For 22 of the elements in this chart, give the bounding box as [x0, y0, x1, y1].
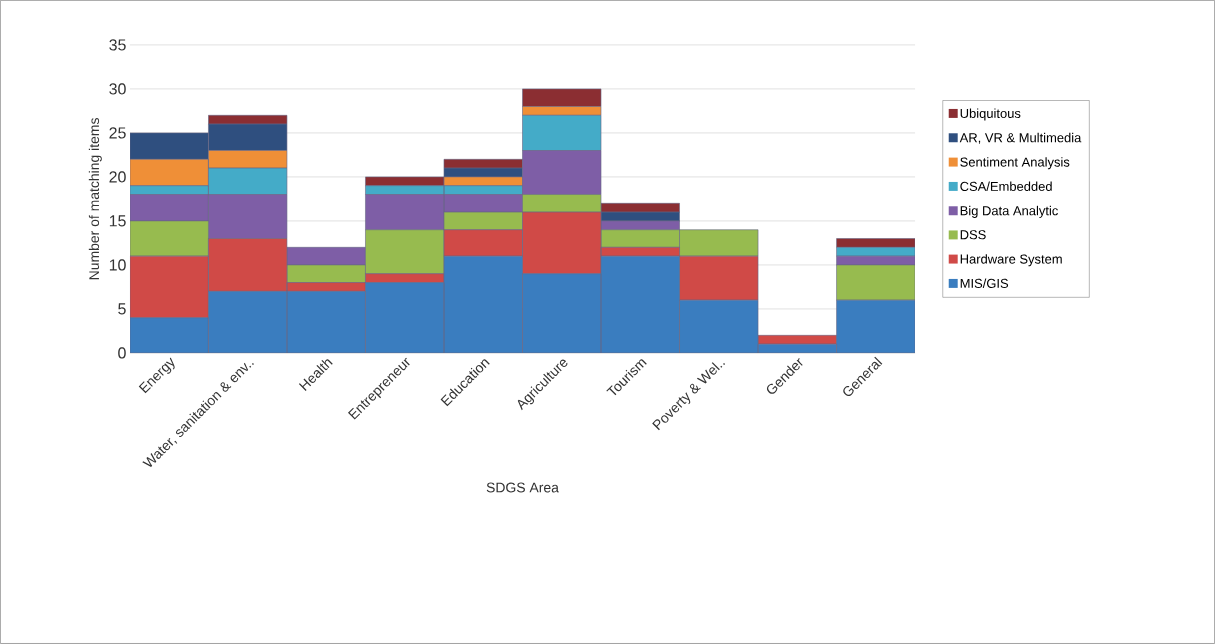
legend-label: Hardware System — [960, 254, 1062, 267]
x-axis-title: SDGS Area — [486, 482, 559, 493]
legend-label: MIS/GIS — [960, 278, 1009, 289]
legend-label: AR, VR & Multimedia — [959, 132, 1082, 144]
bar — [679, 255, 759, 301]
bar — [365, 194, 445, 231]
y-axis-title: Number of matching items — [88, 118, 102, 280]
y-tick-label: 20 — [109, 171, 126, 183]
y-tick-label: 10 — [109, 259, 126, 271]
y-tick-label: 30 — [109, 83, 126, 95]
bar — [522, 150, 602, 195]
bar — [522, 115, 602, 151]
y-tick-label: 5 — [118, 303, 126, 315]
legend-label: CSA/Embedded — [960, 181, 1052, 192]
y-tick-label: 15 — [109, 215, 126, 227]
legend-label: Big Data Analytic — [960, 205, 1058, 218]
legend-label: Sentiment Analysis — [960, 157, 1070, 170]
legend-label: Ubiquitous — [960, 108, 1021, 121]
y-tick-label: 35 — [109, 39, 126, 51]
legend-label: DSS — [960, 230, 986, 240]
y-tick-label: 0 — [118, 347, 126, 359]
y-tick-label: 25 — [109, 127, 126, 139]
